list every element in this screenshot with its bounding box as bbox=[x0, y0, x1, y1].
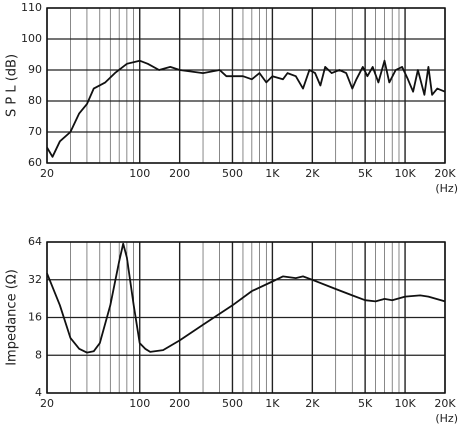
y-axis-label: S P L (dB) bbox=[5, 54, 20, 117]
x-tick-label: 10K bbox=[394, 167, 416, 180]
data-line bbox=[46, 59, 446, 158]
x-tick-label: 20 bbox=[40, 397, 54, 410]
y-tick-label: 70 bbox=[28, 125, 42, 138]
y-tick-label: 16 bbox=[28, 311, 42, 324]
x-axis-label: (Hz) bbox=[435, 412, 458, 425]
x-tick-label: 200 bbox=[169, 167, 190, 180]
y-tick-label: 32 bbox=[28, 273, 42, 286]
x-tick-label: 20K bbox=[434, 397, 456, 410]
x-tick-label: 100 bbox=[129, 397, 150, 410]
x-tick-label: 500 bbox=[222, 397, 243, 410]
data-line bbox=[46, 242, 446, 354]
y-tick-label: 8 bbox=[35, 348, 42, 361]
x-tick-label: 200 bbox=[169, 397, 190, 410]
y-tick-label: 4 bbox=[35, 386, 42, 399]
plot-frame bbox=[46, 241, 446, 394]
x-tick-label: 2K bbox=[305, 397, 320, 410]
x-tick-label: 10K bbox=[394, 397, 416, 410]
x-tick-label: 2K bbox=[305, 167, 320, 180]
y-axis-label: Impedance (Ω) bbox=[5, 269, 20, 366]
x-tick-label: 20 bbox=[40, 167, 54, 180]
x-tick-label: 5K bbox=[358, 167, 373, 180]
plot-frame bbox=[46, 7, 446, 164]
y-tick-label: 110 bbox=[21, 1, 42, 14]
y-tick-label: 60 bbox=[28, 156, 42, 169]
x-tick-label: 500 bbox=[222, 167, 243, 180]
x-tick-label: 1K bbox=[265, 167, 280, 180]
y-tick-label: 64 bbox=[28, 235, 42, 248]
x-tick-label: 1K bbox=[265, 397, 280, 410]
y-tick-label: 80 bbox=[28, 94, 42, 107]
y-tick-label: 90 bbox=[28, 63, 42, 76]
x-tick-label: 5K bbox=[358, 397, 373, 410]
y-tick-label: 100 bbox=[21, 32, 42, 45]
x-tick-label: 100 bbox=[129, 167, 150, 180]
x-axis-label: (Hz) bbox=[435, 182, 458, 195]
x-tick-label: 20K bbox=[434, 167, 456, 180]
